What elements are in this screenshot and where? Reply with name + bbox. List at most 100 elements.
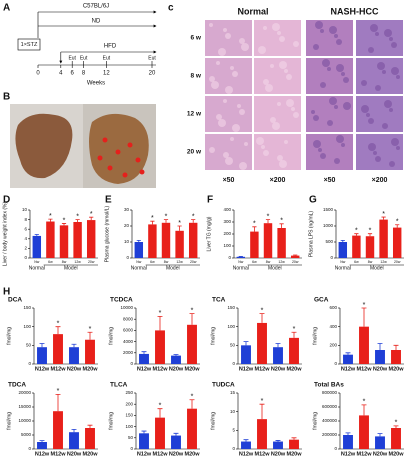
group-label: Normal bbox=[131, 265, 147, 271]
error-bar bbox=[189, 313, 195, 325]
texture bbox=[270, 64, 274, 68]
texture bbox=[336, 64, 344, 72]
bar bbox=[69, 432, 79, 449]
bar bbox=[188, 222, 198, 258]
x-tick-label: 20w bbox=[88, 260, 95, 264]
x-tick-label: N12w bbox=[137, 366, 152, 372]
tick-label: 12 bbox=[103, 71, 110, 77]
error-bar bbox=[34, 234, 39, 236]
chart-title: TLCA bbox=[110, 382, 128, 389]
group-label: Normal bbox=[237, 6, 268, 16]
y-axis-label: Plasma LPS (ng/mL) bbox=[308, 211, 314, 257]
significance: * bbox=[191, 307, 194, 314]
texture bbox=[239, 162, 247, 170]
bar bbox=[392, 227, 402, 258]
panel-label: E bbox=[105, 195, 112, 206]
x-tick-label: N12w bbox=[239, 451, 254, 457]
y-tick-label: 0 bbox=[232, 361, 235, 366]
bar bbox=[86, 220, 96, 258]
texture bbox=[341, 72, 345, 76]
error-bar bbox=[177, 225, 182, 231]
bar bbox=[375, 436, 385, 449]
significance: * bbox=[382, 211, 385, 218]
texture bbox=[311, 110, 315, 114]
bar bbox=[257, 419, 267, 449]
error-bar bbox=[340, 240, 345, 242]
bar bbox=[32, 235, 42, 258]
y-tick-label: 600 bbox=[329, 305, 337, 310]
texture bbox=[315, 21, 323, 29]
x-tick-label: M20w bbox=[389, 451, 405, 457]
error-bar bbox=[243, 341, 249, 346]
panel-label: c bbox=[168, 3, 174, 14]
bar bbox=[241, 345, 251, 364]
bar bbox=[391, 350, 401, 364]
y-axis-label: Liver TG (mg/g) bbox=[206, 216, 212, 251]
texture bbox=[373, 151, 377, 155]
texture bbox=[368, 143, 376, 151]
y-tick-label: 2000 bbox=[123, 350, 134, 355]
texture bbox=[313, 140, 321, 148]
error-bar bbox=[377, 343, 383, 350]
y-tick-label: 4 bbox=[24, 236, 27, 241]
error-bar bbox=[393, 344, 399, 350]
panel-label: A bbox=[3, 3, 10, 14]
bar bbox=[236, 256, 246, 258]
histology-image bbox=[306, 20, 353, 56]
significance: * bbox=[159, 310, 162, 317]
significance: * bbox=[261, 307, 264, 314]
error-bar bbox=[393, 425, 399, 428]
significance: * bbox=[57, 321, 60, 328]
significance: * bbox=[191, 394, 194, 401]
error-bar bbox=[361, 307, 367, 327]
significance: * bbox=[267, 213, 270, 220]
texture bbox=[284, 69, 288, 73]
texture bbox=[256, 137, 264, 145]
x-tick-label: 6w bbox=[354, 260, 359, 264]
error-bar bbox=[141, 430, 147, 434]
group-label: Normal bbox=[29, 265, 45, 271]
texture bbox=[329, 26, 337, 34]
diet-high: HFD bbox=[104, 44, 117, 50]
x-tick-label: N12w bbox=[341, 451, 356, 457]
x-tick-label: M20w bbox=[185, 451, 201, 457]
error-bar bbox=[150, 220, 155, 225]
texture bbox=[223, 99, 227, 103]
y-tick-label: 200000 bbox=[322, 432, 338, 437]
significance: * bbox=[280, 218, 283, 225]
texture bbox=[232, 71, 238, 77]
significance: * bbox=[363, 302, 366, 309]
y-tick-label: 800000 bbox=[322, 390, 338, 395]
x-tick-label: N12w bbox=[35, 451, 50, 457]
texture bbox=[382, 123, 388, 129]
texture bbox=[391, 42, 397, 48]
texture bbox=[230, 66, 234, 70]
tick-label: 0 bbox=[36, 71, 40, 77]
y-tick-label: 150 bbox=[227, 305, 235, 310]
texture bbox=[336, 39, 342, 45]
texture bbox=[225, 86, 233, 94]
texture bbox=[258, 46, 266, 54]
bar bbox=[343, 354, 353, 364]
group-label: NASH-HCC bbox=[331, 6, 379, 16]
x-tick-label: 6w bbox=[150, 260, 155, 264]
bar bbox=[375, 350, 385, 364]
texture bbox=[263, 26, 267, 30]
bar bbox=[343, 435, 353, 449]
error-bar bbox=[293, 254, 298, 256]
texture bbox=[343, 77, 349, 83]
chart-title: TCA bbox=[212, 297, 226, 304]
y-tick-label: 0 bbox=[334, 446, 337, 451]
error-bar bbox=[345, 352, 351, 355]
texture bbox=[375, 85, 381, 91]
bar bbox=[53, 334, 63, 364]
texture bbox=[375, 156, 381, 162]
y-tick-label: 0 bbox=[24, 255, 27, 260]
x-tick-label: Nw bbox=[34, 260, 40, 264]
group-label: Normal bbox=[233, 265, 249, 271]
texture bbox=[265, 84, 273, 92]
bar bbox=[85, 428, 95, 449]
texture bbox=[279, 61, 287, 69]
texture bbox=[322, 59, 330, 67]
histology-image bbox=[356, 20, 403, 56]
